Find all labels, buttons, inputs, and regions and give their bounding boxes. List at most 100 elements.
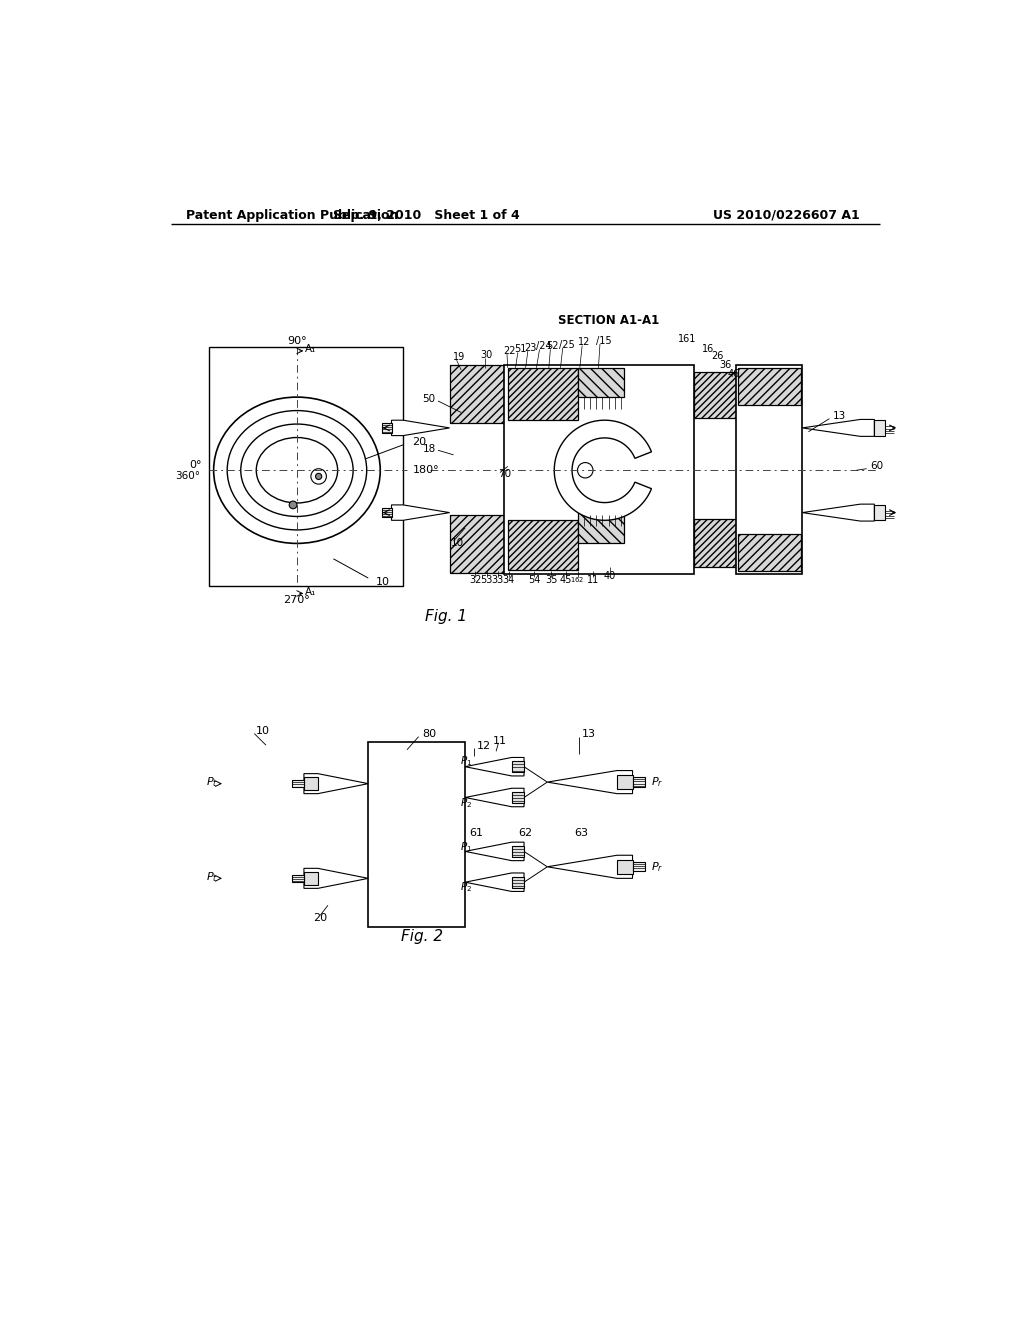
Bar [450, 364, 504, 422]
Bar [508, 368, 578, 420]
Text: 40: 40 [604, 570, 616, 581]
Text: /25: /25 [559, 339, 574, 350]
Text: A₁: A₁ [304, 587, 315, 597]
Bar [578, 506, 624, 544]
Text: 35: 35 [545, 576, 557, 585]
Bar [736, 364, 802, 574]
Text: 161: 161 [678, 334, 696, 343]
Text: 90°: 90° [287, 335, 307, 346]
Polygon shape [554, 420, 651, 520]
Text: 62: 62 [518, 828, 532, 838]
Text: 0°: 0° [189, 459, 202, 470]
Polygon shape [304, 774, 369, 793]
Bar [450, 515, 504, 573]
Bar [508, 368, 578, 420]
Polygon shape [391, 506, 450, 520]
Bar [512, 762, 524, 772]
Bar [512, 876, 524, 887]
Text: 23: 23 [524, 343, 537, 352]
Polygon shape [802, 420, 874, 437]
Bar [504, 364, 693, 574]
Text: 63: 63 [574, 828, 589, 838]
Text: 30: 30 [480, 350, 493, 360]
Bar [874, 420, 885, 436]
Text: 13: 13 [834, 412, 847, 421]
Bar [578, 506, 624, 544]
Bar [738, 368, 801, 405]
Text: 33: 33 [492, 576, 504, 585]
Text: 51: 51 [514, 345, 526, 354]
Circle shape [315, 474, 322, 479]
Bar [450, 515, 504, 573]
Text: 34: 34 [503, 576, 515, 585]
Text: A₁: A₁ [304, 345, 315, 354]
Bar [512, 792, 524, 803]
Text: Fig. 2: Fig. 2 [401, 928, 443, 944]
Text: 270°: 270° [284, 594, 310, 605]
Text: 360°: 360° [175, 471, 200, 482]
Text: 54: 54 [528, 576, 541, 585]
Bar [738, 368, 801, 405]
Circle shape [578, 462, 593, 478]
Text: 70: 70 [498, 469, 511, 479]
Text: 16: 16 [701, 343, 714, 354]
Text: 45: 45 [560, 576, 572, 585]
Bar [304, 777, 317, 789]
Bar [292, 875, 304, 882]
Bar [382, 424, 391, 433]
Text: $P_t$: $P_t$ [206, 775, 218, 789]
Text: 19: 19 [453, 352, 465, 362]
Text: 61: 61 [470, 828, 483, 838]
Text: Fig. 1: Fig. 1 [425, 609, 467, 624]
Text: 32: 32 [469, 576, 481, 585]
Bar [382, 508, 391, 517]
Text: 36: 36 [719, 360, 731, 370]
Text: 11: 11 [493, 735, 507, 746]
Text: 20: 20 [313, 913, 328, 924]
Polygon shape [304, 869, 369, 888]
Bar [633, 862, 645, 871]
Text: $P_r$: $P_r$ [651, 859, 664, 874]
Text: 80: 80 [423, 730, 436, 739]
Bar [693, 519, 736, 566]
Polygon shape [802, 504, 874, 521]
Bar [578, 368, 624, 397]
Polygon shape [465, 788, 524, 807]
Text: 11: 11 [587, 576, 599, 585]
Bar [450, 364, 504, 422]
Text: 26: 26 [711, 351, 723, 362]
Text: $P_r$: $P_r$ [651, 775, 664, 789]
Polygon shape [465, 842, 524, 861]
Text: 10: 10 [376, 577, 390, 587]
Text: $_{162}$: $_{162}$ [570, 576, 585, 585]
Text: $P_2$: $P_2$ [460, 796, 472, 809]
Bar [693, 519, 736, 566]
Bar [304, 873, 317, 884]
Polygon shape [547, 771, 633, 793]
Text: 18: 18 [423, 444, 435, 454]
Text: 13: 13 [582, 730, 595, 739]
Polygon shape [465, 758, 524, 776]
Text: 50: 50 [423, 393, 435, 404]
Bar [209, 347, 403, 586]
Text: 53: 53 [480, 576, 493, 585]
Text: 12: 12 [579, 338, 591, 347]
Bar [633, 777, 645, 787]
Text: 52: 52 [547, 342, 559, 351]
Bar [874, 506, 885, 520]
Text: $P_1$: $P_1$ [460, 841, 472, 854]
Polygon shape [465, 873, 524, 891]
Text: $P_1$: $P_1$ [460, 755, 472, 768]
Text: /15: /15 [596, 335, 611, 346]
Bar [738, 535, 801, 572]
Bar [578, 368, 624, 397]
Bar [508, 520, 578, 570]
Bar [508, 520, 578, 570]
Text: 22: 22 [503, 346, 516, 356]
Bar [738, 535, 801, 572]
Text: 60: 60 [870, 462, 884, 471]
Bar [693, 372, 736, 418]
Text: $P_t$: $P_t$ [206, 870, 218, 883]
Text: 10: 10 [256, 726, 270, 735]
Text: Sep. 9, 2010   Sheet 1 of 4: Sep. 9, 2010 Sheet 1 of 4 [333, 209, 520, 222]
